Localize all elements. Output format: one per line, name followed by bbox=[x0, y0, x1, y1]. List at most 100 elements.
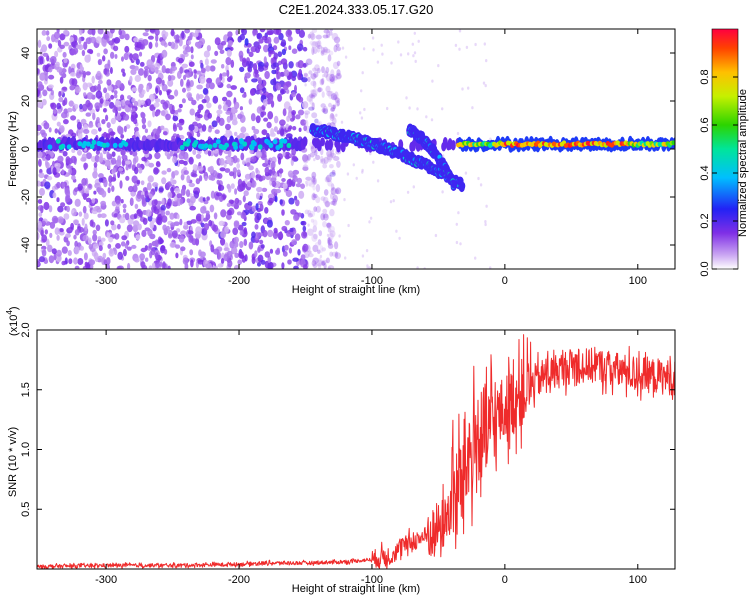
noise-blob bbox=[273, 77, 277, 85]
noise-blob bbox=[203, 223, 210, 231]
noise-blob bbox=[54, 31, 60, 39]
carrier-core bbox=[102, 142, 107, 148]
noise-blob bbox=[176, 193, 183, 199]
noise-blob bbox=[52, 167, 57, 176]
noise-blob bbox=[73, 246, 80, 255]
noise-blob bbox=[369, 216, 373, 220]
noise-blob bbox=[130, 69, 137, 75]
noise-blob bbox=[311, 193, 316, 201]
noise-blob bbox=[46, 36, 51, 42]
noise-blob bbox=[120, 199, 124, 204]
noise-blob bbox=[216, 179, 220, 185]
noise-blob bbox=[219, 167, 226, 172]
noise-blob bbox=[197, 104, 204, 111]
noise-blob bbox=[242, 195, 246, 203]
noise-blob bbox=[110, 51, 115, 59]
noise-blob bbox=[250, 113, 256, 122]
noise-blob bbox=[139, 253, 146, 261]
noise-blob bbox=[261, 35, 268, 41]
carrier-core bbox=[91, 139, 97, 145]
noise-blob bbox=[56, 197, 60, 203]
noise-blob bbox=[170, 222, 176, 228]
noise-blob bbox=[147, 74, 152, 82]
y-tick-label: 0 bbox=[20, 146, 32, 152]
noise-blob bbox=[97, 29, 104, 35]
noise-blob bbox=[405, 96, 408, 100]
noise-blob bbox=[326, 222, 332, 228]
noise-blob bbox=[262, 229, 268, 238]
noise-blob bbox=[257, 262, 261, 267]
noise-blob bbox=[307, 33, 312, 39]
noise-blob bbox=[180, 188, 186, 196]
noise-blob bbox=[167, 191, 173, 199]
noise-blob bbox=[73, 257, 78, 265]
carrier-core bbox=[222, 144, 228, 151]
noise-blob bbox=[302, 225, 307, 232]
noise-blob bbox=[125, 100, 131, 106]
noise-blob bbox=[320, 50, 325, 56]
noise-blob bbox=[320, 260, 326, 266]
noise-blob bbox=[310, 89, 315, 95]
noise-blob bbox=[286, 178, 293, 188]
noise-blob bbox=[259, 29, 266, 33]
noise-blob bbox=[319, 254, 323, 259]
noise-blob bbox=[96, 117, 100, 122]
noise-blob bbox=[319, 245, 324, 254]
noise-blob bbox=[209, 204, 215, 213]
noise-blob bbox=[307, 209, 312, 216]
noise-blob bbox=[64, 257, 68, 265]
noise-blob bbox=[195, 178, 201, 185]
noise-blob bbox=[107, 243, 112, 249]
carrier-core bbox=[203, 143, 209, 149]
noise-blob bbox=[219, 158, 225, 166]
spectrogram-x-ticks: -300 -200 -100 0 100 bbox=[95, 29, 647, 287]
noise-blob bbox=[234, 131, 238, 137]
noise-blob bbox=[127, 185, 134, 193]
noise-blob bbox=[371, 36, 375, 40]
noise-blob bbox=[326, 175, 330, 179]
noise-blob bbox=[154, 29, 160, 36]
snr-multiplier: (x104) bbox=[5, 306, 20, 336]
noise-blob bbox=[227, 40, 234, 46]
noise-blob bbox=[160, 110, 166, 116]
noise-blob bbox=[270, 57, 274, 65]
noise-blob bbox=[48, 43, 53, 49]
noise-blob bbox=[323, 263, 327, 269]
noise-blob bbox=[180, 78, 184, 87]
noise-blob bbox=[82, 205, 87, 214]
noise-blob bbox=[304, 209, 309, 215]
carrier-blob bbox=[320, 137, 325, 147]
noise-blob bbox=[335, 187, 342, 195]
noise-blob bbox=[98, 156, 104, 163]
noise-blob bbox=[61, 181, 65, 189]
noise-blob bbox=[316, 67, 321, 74]
noise-blob bbox=[309, 210, 316, 218]
noise-blob bbox=[159, 261, 163, 267]
noise-blob bbox=[220, 237, 226, 246]
noise-blob bbox=[273, 126, 278, 132]
noise-blob bbox=[161, 170, 167, 175]
noise-blob bbox=[174, 89, 179, 97]
noise-blob bbox=[154, 111, 161, 116]
noise-blob bbox=[68, 100, 75, 107]
noise-blob bbox=[399, 53, 403, 57]
noise-blob bbox=[230, 183, 235, 190]
noise-blob bbox=[262, 99, 268, 107]
noise-blob bbox=[71, 78, 78, 86]
noise-blob bbox=[273, 36, 280, 44]
noise-blob bbox=[56, 102, 62, 110]
noise-blob bbox=[271, 69, 277, 75]
noise-blob bbox=[90, 85, 97, 93]
noise-blob bbox=[204, 58, 209, 66]
noise-blob bbox=[209, 165, 215, 174]
noise-blob bbox=[98, 245, 103, 252]
noise-blob bbox=[327, 237, 333, 243]
noise-blob bbox=[63, 97, 68, 106]
noise-blob bbox=[325, 85, 331, 93]
snr-y-label: SNR (10 * v/v) bbox=[7, 427, 19, 497]
noise-blob bbox=[312, 41, 318, 46]
noise-blob bbox=[311, 175, 316, 183]
carrier-core bbox=[89, 143, 95, 150]
noise-blob bbox=[59, 44, 65, 49]
noise-blob bbox=[121, 68, 125, 73]
